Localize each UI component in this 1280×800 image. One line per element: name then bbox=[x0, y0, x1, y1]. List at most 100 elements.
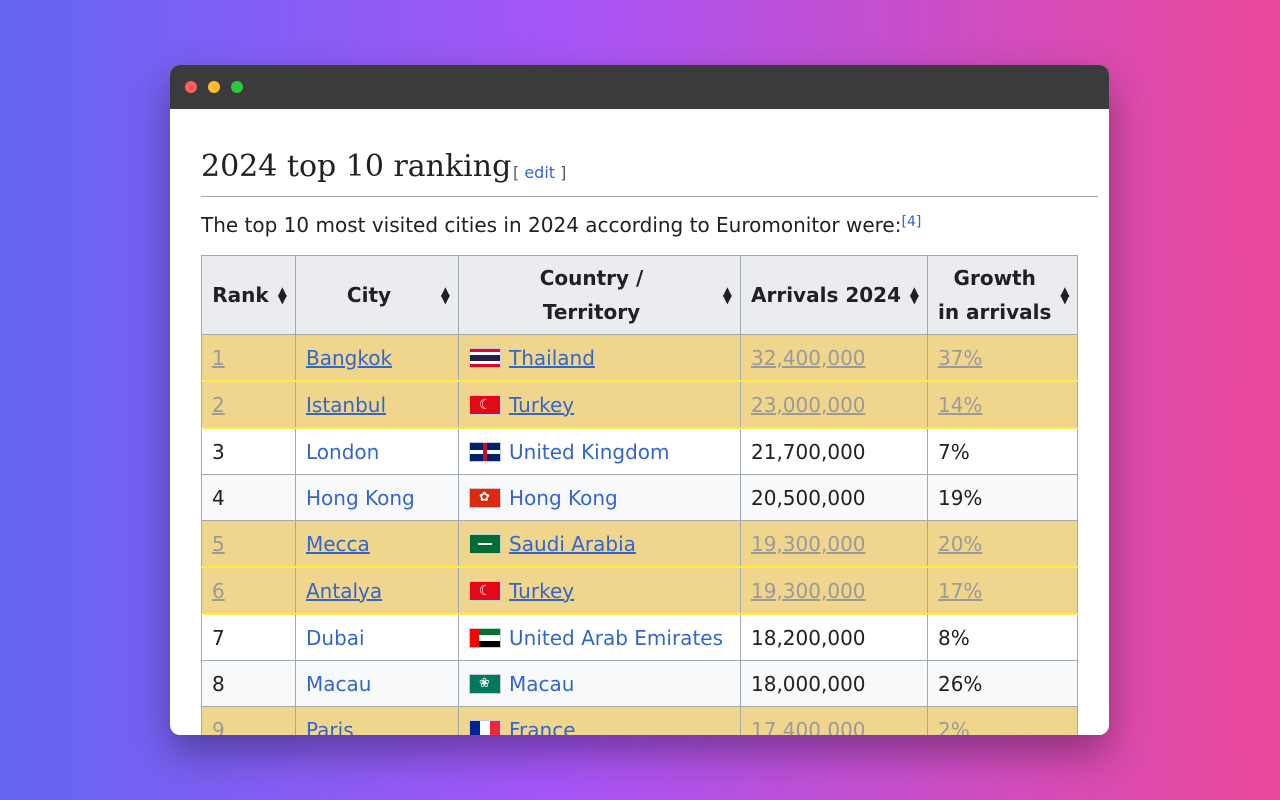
country-link[interactable]: Saudi Arabia bbox=[509, 531, 636, 556]
country-cell: Hong Kong bbox=[458, 474, 741, 521]
article-content: 2024 top 10 ranking [ edit ] The top 10 … bbox=[201, 109, 1098, 735]
reference-link[interactable]: [4] bbox=[901, 214, 922, 230]
growth-cell: 19% bbox=[926, 474, 1079, 521]
arrivals-value: 19,300,000 bbox=[751, 531, 866, 556]
growth-value: 8% bbox=[937, 625, 970, 650]
country-link[interactable]: Macau bbox=[509, 671, 575, 696]
arrivals-value: 19,300,000 bbox=[751, 578, 866, 603]
arrivals-value: 21,700,000 bbox=[751, 439, 866, 464]
city-column-header[interactable]: City ▲ ▼ bbox=[295, 255, 459, 335]
city-cell: Istanbul bbox=[295, 380, 459, 429]
arrivals-value: 32,400,000 bbox=[751, 345, 866, 370]
turkey-flag-icon bbox=[469, 580, 501, 601]
country-link[interactable]: United Kingdom bbox=[509, 439, 670, 464]
city-cell: Dubai bbox=[295, 613, 459, 661]
growth-cell: 26% bbox=[926, 660, 1079, 707]
country-link[interactable]: Turkey bbox=[509, 578, 575, 603]
sort-icon: ▲ ▼ bbox=[277, 284, 287, 306]
city-link[interactable]: Istanbul bbox=[306, 392, 387, 417]
city-link[interactable]: Dubai bbox=[306, 625, 365, 650]
country-column-header[interactable]: Country / Territory ▲ ▼ bbox=[458, 255, 741, 335]
city-cell: Macau bbox=[295, 660, 459, 707]
macau-flag-icon bbox=[469, 673, 501, 694]
country-cell: United Kingdom bbox=[458, 427, 741, 475]
rank-value: 8 bbox=[212, 671, 225, 696]
arrivals-value: 17,400,000 bbox=[751, 717, 866, 736]
rank-column-header[interactable]: Rank ▲ ▼ bbox=[201, 255, 296, 335]
edit-link[interactable]: edit bbox=[524, 163, 556, 182]
growth-value: 14% bbox=[937, 392, 983, 417]
country-link[interactable]: United Arab Emirates bbox=[509, 625, 724, 650]
growth-cell: 8% bbox=[926, 613, 1079, 661]
rank-cell: 6 bbox=[201, 566, 296, 615]
arrivals-cell: 19,300,000 bbox=[740, 566, 928, 615]
rank-value: 6 bbox=[212, 578, 225, 603]
city-cell: London bbox=[295, 427, 459, 475]
city-link[interactable]: Hong Kong bbox=[306, 485, 415, 510]
country-cell: Macau bbox=[458, 660, 741, 707]
arrivals-cell: 32,400,000 bbox=[740, 334, 928, 382]
arrivals-cell: 23,000,000 bbox=[740, 380, 928, 429]
uk-flag-icon bbox=[469, 441, 501, 462]
city-link[interactable]: Paris bbox=[306, 717, 354, 736]
table-row: 3 London United Kingdom 21,700,000 7% bbox=[201, 427, 1079, 475]
city-cell: Hong Kong bbox=[295, 474, 459, 521]
uae-flag-icon bbox=[469, 627, 501, 648]
city-link[interactable]: Macau bbox=[306, 671, 372, 696]
growth-value: 26% bbox=[937, 671, 983, 696]
section-title: 2024 top 10 ranking bbox=[201, 149, 512, 184]
arrivals-cell: 18,200,000 bbox=[740, 613, 928, 661]
country-link[interactable]: Thailand bbox=[509, 345, 595, 370]
growth-value: 7% bbox=[937, 439, 970, 464]
city-cell: Paris bbox=[295, 706, 459, 736]
table-row: 1 Bangkok Thailand 32,400,000 37% bbox=[201, 334, 1079, 382]
city-cell: Mecca bbox=[295, 520, 459, 568]
sort-icon: ▲ ▼ bbox=[909, 284, 919, 306]
minimize-window-button[interactable] bbox=[208, 81, 220, 93]
ranking-table: Rank ▲ ▼ City ▲ ▼ Country / Territory ▲ ▼ Arriv… bbox=[201, 255, 1079, 736]
country-cell: Thailand bbox=[458, 334, 741, 382]
growth-value: 17% bbox=[937, 578, 983, 603]
rank-cell: 7 bbox=[201, 613, 296, 661]
growth-cell: 7% bbox=[926, 427, 1079, 475]
country-cell: France bbox=[458, 706, 741, 736]
rank-value: 7 bbox=[212, 625, 225, 650]
country-link[interactable]: France bbox=[509, 717, 576, 736]
arrivals-cell: 17,400,000 bbox=[740, 706, 928, 736]
growth-value: 19% bbox=[937, 485, 983, 510]
arrivals-value: 20,500,000 bbox=[751, 485, 866, 510]
table-row: 6 Antalya Turkey 19,300,000 17% bbox=[201, 566, 1079, 615]
country-cell: Turkey bbox=[458, 380, 741, 429]
country-link[interactable]: Hong Kong bbox=[509, 485, 618, 510]
hong-kong-flag-icon bbox=[469, 487, 501, 508]
growth-value: 2% bbox=[937, 717, 970, 736]
rank-value: 2 bbox=[212, 392, 225, 417]
close-window-button[interactable] bbox=[185, 81, 197, 93]
turkey-flag-icon bbox=[469, 394, 501, 415]
arrivals-cell: 19,300,000 bbox=[740, 520, 928, 568]
city-link[interactable]: Antalya bbox=[306, 578, 383, 603]
rank-cell: 9 bbox=[201, 706, 296, 735]
city-link[interactable]: Bangkok bbox=[306, 345, 393, 370]
arrivals-cell: 21,700,000 bbox=[740, 427, 928, 475]
rank-value: 1 bbox=[212, 345, 225, 370]
table-header-row: Rank ▲ ▼ City ▲ ▼ Country / Territory ▲ ▼ Arriv… bbox=[201, 255, 1079, 335]
arrivals-cell: 20,500,000 bbox=[740, 474, 928, 521]
sort-icon: ▲ ▼ bbox=[722, 284, 732, 306]
city-cell: Bangkok bbox=[295, 334, 459, 382]
browser-window: 2024 top 10 ranking [ edit ] The top 10 … bbox=[170, 65, 1109, 735]
table-row: 2 Istanbul Turkey 23,000,000 14% bbox=[201, 380, 1079, 429]
city-link[interactable]: Mecca bbox=[306, 531, 370, 556]
table-row: 9 Paris France 17,400,000 2% bbox=[201, 706, 1079, 736]
country-cell: Turkey bbox=[458, 566, 741, 615]
country-link[interactable]: Turkey bbox=[509, 392, 575, 417]
rank-cell: 8 bbox=[201, 660, 296, 707]
arrivals-value: 23,000,000 bbox=[751, 392, 866, 417]
rank-cell: 1 bbox=[201, 334, 296, 382]
maximize-window-button[interactable] bbox=[231, 81, 243, 93]
growth-value: 20% bbox=[937, 531, 983, 556]
arrivals-column-header[interactable]: Arrivals 2024 ▲ ▼ bbox=[740, 255, 928, 335]
arrivals-value: 18,000,000 bbox=[751, 671, 866, 696]
growth-column-header[interactable]: Growth in arrivals ▲ ▼ bbox=[926, 255, 1079, 335]
city-link[interactable]: London bbox=[306, 439, 380, 464]
